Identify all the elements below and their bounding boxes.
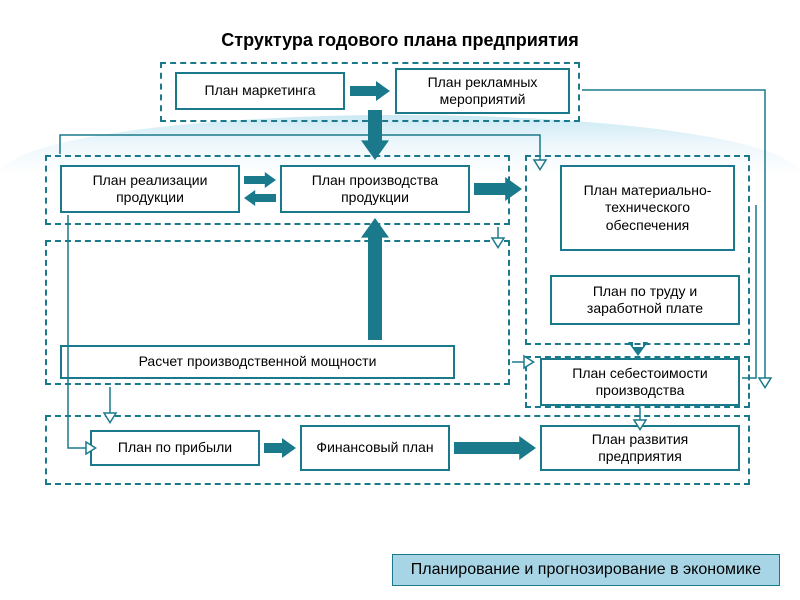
diagram-canvas: План маркетинга План рекламных мероприяти… [0, 0, 800, 600]
diagram-title: Структура годового плана предприятия [0, 30, 800, 51]
node-profit: План по прибыли [90, 430, 260, 466]
node-develop: План развития предприятия [540, 425, 740, 471]
node-cost: План себестоимости производства [540, 358, 740, 406]
node-supply: План материально-технического обеспечени… [560, 165, 735, 251]
node-finance: Финансовый план [300, 425, 450, 471]
node-advert: План рекламных мероприятий [395, 68, 570, 114]
node-realization: План реализации продукции [60, 165, 240, 213]
node-capacity: Расчет производственной мощности [60, 345, 455, 379]
node-labor: План по труду и заработной плате [550, 275, 740, 325]
node-marketing: План маркетинга [175, 72, 345, 110]
node-production: План производства продукции [280, 165, 470, 213]
